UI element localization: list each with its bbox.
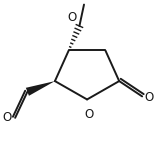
Polygon shape (26, 81, 55, 96)
Text: O: O (85, 108, 94, 121)
Text: O: O (67, 11, 76, 24)
Text: O: O (144, 91, 154, 104)
Text: O: O (3, 111, 12, 123)
